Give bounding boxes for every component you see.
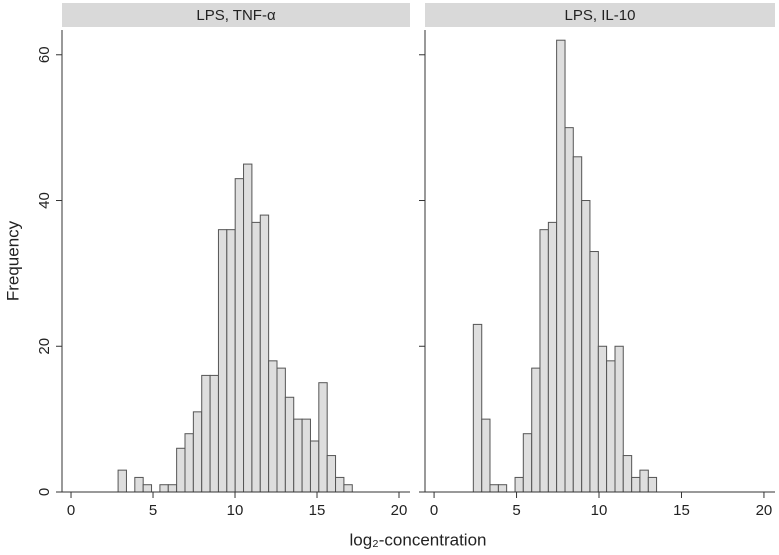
bar: [564, 127, 574, 493]
x-tick-label: 15: [309, 502, 326, 519]
x-tick-label: 20: [756, 502, 773, 519]
y-tick-label: 0: [36, 488, 53, 496]
panel-title: LPS, IL-10: [565, 7, 636, 24]
bar: [639, 469, 649, 493]
bar: [309, 440, 320, 493]
bar: [326, 455, 337, 493]
bar: [134, 476, 144, 493]
bar: [514, 476, 524, 493]
strip: [62, 3, 410, 27]
panel-title: LPS, TNF-α: [196, 7, 276, 24]
bar: [301, 418, 311, 493]
x-tick-label: 15: [673, 502, 690, 519]
bar: [472, 323, 483, 493]
bar: [268, 360, 278, 493]
bar: [647, 476, 658, 493]
x-tick-label: 10: [227, 502, 244, 519]
bar: [276, 367, 286, 493]
bar: [481, 418, 491, 493]
bar: [318, 382, 328, 493]
bar: [556, 39, 566, 493]
x-tick-label: 10: [591, 502, 608, 519]
bar: [522, 433, 533, 493]
bar: [293, 418, 303, 493]
bar: [192, 411, 203, 493]
x-axis-label: log₂-concentration: [349, 530, 486, 549]
bar: [547, 221, 558, 493]
bar: [581, 200, 591, 493]
bar: [614, 345, 624, 493]
bar: [159, 484, 169, 493]
y-tick-label: 20: [36, 338, 53, 355]
bar: [539, 229, 549, 493]
bar: [217, 229, 228, 493]
bar: [597, 345, 608, 493]
bar: [167, 484, 178, 493]
x-tick-label: 20: [391, 502, 408, 519]
x-tick-label: 0: [430, 502, 438, 519]
y-axis-label: Frequency: [3, 220, 22, 301]
bar: [117, 469, 127, 493]
x-tick-label: 5: [149, 502, 157, 519]
bar: [234, 178, 245, 493]
bar: [589, 251, 599, 493]
bar: [209, 374, 219, 493]
bar: [176, 447, 186, 493]
x-tick-label: 5: [512, 502, 520, 519]
y-tick-label: 60: [36, 46, 53, 63]
bar: [531, 367, 541, 493]
bar: [226, 229, 236, 493]
x-tick-label: 0: [67, 502, 75, 519]
bar: [622, 455, 633, 493]
bar: [142, 484, 153, 493]
bar: [631, 476, 641, 493]
y-tick-label: 40: [36, 192, 53, 209]
bar: [606, 360, 616, 493]
bar: [343, 484, 353, 493]
bar: [284, 396, 295, 493]
bar: [251, 221, 261, 493]
strip: [425, 3, 775, 27]
bar: [184, 433, 194, 493]
bar: [489, 484, 499, 493]
bar: [335, 476, 345, 493]
bar: [243, 163, 253, 493]
bar: [259, 214, 270, 493]
bar: [497, 484, 508, 493]
bar: [572, 156, 583, 493]
bar: [201, 374, 211, 493]
